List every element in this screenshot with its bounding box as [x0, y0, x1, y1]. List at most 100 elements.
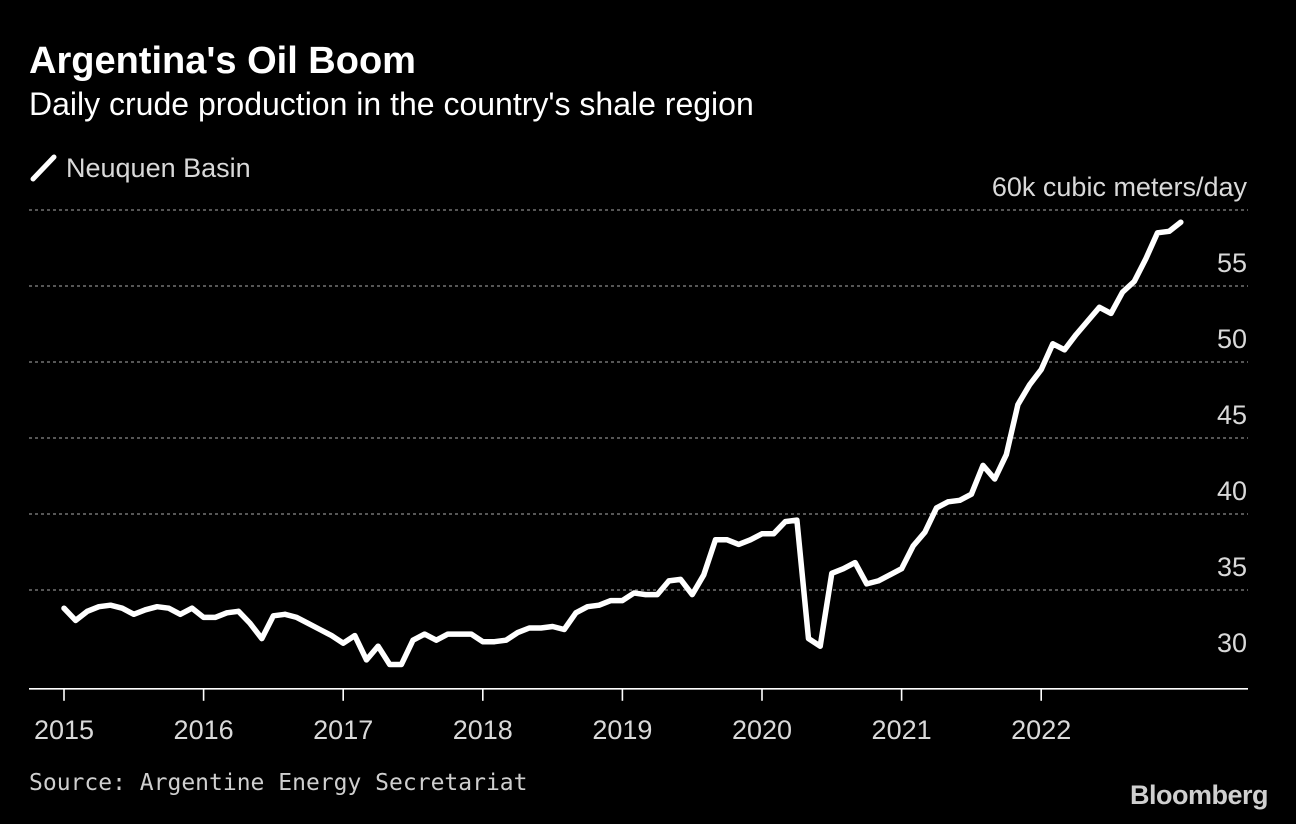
- data-point-83: [1027, 382, 1033, 388]
- x-tick-label-2016: 2016: [174, 715, 234, 745]
- data-point-10: [177, 611, 183, 617]
- data-point-51: [654, 592, 660, 598]
- data-point-63: [794, 517, 800, 523]
- data-point-58: [736, 541, 742, 547]
- data-point-68: [852, 560, 858, 566]
- bloomberg-logo: Bloomberg: [1129, 780, 1269, 810]
- data-point-79: [980, 462, 986, 468]
- data-point-18: [270, 613, 276, 619]
- data-point-28: [387, 662, 393, 667]
- data-point-17: [259, 636, 265, 642]
- data-point-60: [759, 531, 765, 537]
- data-point-9: [166, 605, 172, 611]
- data-point-67: [840, 566, 846, 572]
- data-point-14: [224, 610, 230, 616]
- data-point-66: [829, 570, 835, 576]
- data-point-0: [61, 605, 67, 611]
- data-point-62: [782, 519, 788, 525]
- data-point-80: [992, 476, 998, 482]
- data-point-84: [1038, 367, 1044, 373]
- data-point-5: [119, 605, 125, 611]
- x-tick-label-2022: 2022: [1011, 715, 1071, 745]
- data-point-61: [771, 531, 777, 537]
- y-tick-label-40: 40: [1217, 476, 1247, 506]
- data-point-42: [550, 624, 556, 629]
- data-point-1: [73, 617, 79, 623]
- data-point-94: [1155, 230, 1160, 236]
- data-point-24: [340, 640, 346, 646]
- data-point-65: [817, 643, 823, 649]
- y-tick-label-35: 35: [1217, 552, 1247, 582]
- data-point-53: [678, 576, 684, 582]
- data-point-11: [189, 605, 195, 611]
- data-point-88: [1085, 318, 1091, 324]
- data-point-64: [806, 636, 811, 642]
- chart-title: Argentina's Oil Boom: [29, 40, 416, 82]
- data-point-32: [433, 637, 439, 643]
- data-point-81: [1003, 452, 1009, 458]
- data-point-95: [1166, 228, 1172, 234]
- data-point-70: [875, 578, 881, 584]
- data-point-39: [515, 630, 521, 636]
- data-point-4: [108, 602, 113, 608]
- data-point-37: [491, 639, 497, 645]
- data-point-86: [1062, 347, 1067, 353]
- x-tick-label-2015: 2015: [34, 715, 94, 745]
- data-point-30: [410, 637, 416, 643]
- data-point-46: [596, 602, 602, 608]
- data-point-36: [480, 639, 486, 645]
- x-tick-label-2021: 2021: [872, 715, 932, 745]
- data-point-77: [957, 497, 963, 503]
- legend-label: Neuquen Basin: [66, 152, 251, 183]
- series-layer: [61, 219, 1184, 668]
- data-point-93: [1143, 256, 1149, 262]
- data-point-57: [724, 537, 730, 543]
- data-point-45: [585, 604, 590, 610]
- data-point-21: [305, 620, 311, 626]
- data-point-91: [1120, 289, 1126, 295]
- data-point-56: [713, 537, 718, 543]
- y-tick-label-55: 55: [1217, 248, 1247, 278]
- data-point-69: [864, 581, 870, 587]
- data-point-54: [689, 592, 695, 598]
- data-point-22: [317, 627, 323, 632]
- data-point-38: [503, 637, 509, 643]
- data-point-15: [236, 608, 241, 614]
- data-point-41: [538, 625, 544, 631]
- data-point-19: [282, 611, 288, 617]
- data-point-2: [84, 608, 90, 614]
- data-point-59: [747, 537, 753, 543]
- data-point-47: [608, 598, 614, 604]
- data-point-78: [968, 491, 974, 497]
- data-point-25: [352, 633, 358, 639]
- data-point-96: [1178, 219, 1184, 225]
- data-point-6: [131, 611, 137, 617]
- x-tick-label-2019: 2019: [592, 715, 652, 745]
- data-point-3: [96, 604, 102, 610]
- x-tick-label-2020: 2020: [732, 715, 792, 745]
- data-point-40: [526, 625, 532, 631]
- data-point-90: [1108, 310, 1114, 316]
- series-points: [61, 219, 1184, 667]
- data-point-31: [422, 631, 428, 637]
- legend: Neuquen Basin: [29, 150, 251, 186]
- x-tick-label-2018: 2018: [453, 715, 513, 745]
- data-point-76: [945, 499, 951, 505]
- x-tick-label-2017: 2017: [313, 715, 373, 745]
- data-point-89: [1096, 304, 1102, 310]
- legend-swatch-icon: [30, 154, 57, 182]
- data-point-13: [212, 614, 218, 620]
- y-tick-label-60: 60k cubic meters/day: [992, 172, 1248, 202]
- data-point-71: [887, 572, 893, 578]
- data-point-87: [1073, 332, 1079, 338]
- data-point-33: [445, 631, 451, 637]
- data-point-48: [619, 598, 625, 604]
- data-point-7: [142, 607, 148, 613]
- data-point-29: [398, 662, 404, 667]
- grid-layer: [29, 209, 1248, 591]
- data-point-55: [701, 572, 707, 578]
- data-point-50: [643, 592, 649, 598]
- data-point-82: [1015, 402, 1021, 408]
- data-point-16: [247, 620, 253, 626]
